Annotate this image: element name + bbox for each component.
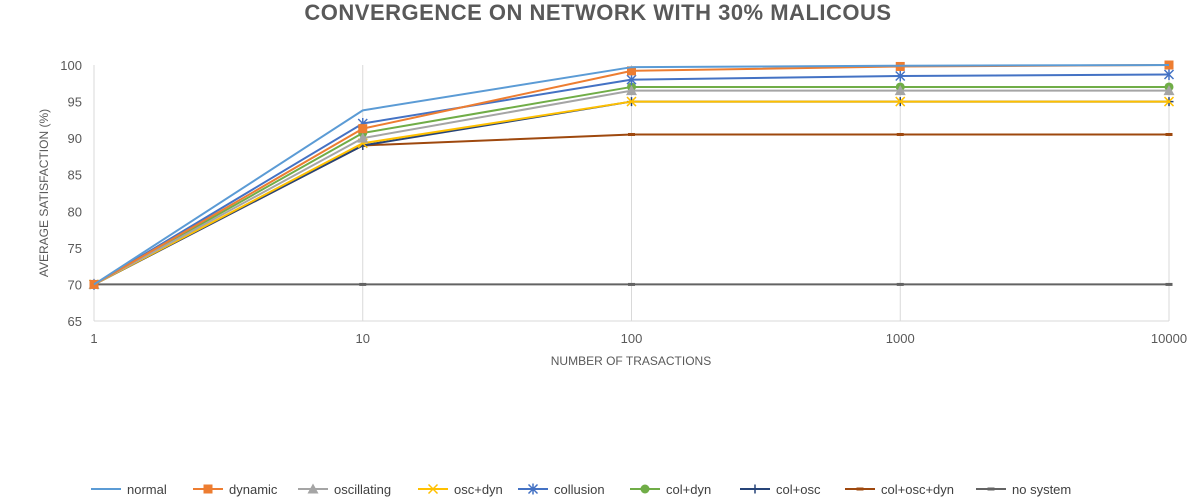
- x-tick-label: 10000: [1151, 331, 1187, 346]
- legend-label: normal: [127, 482, 167, 497]
- x-tick-label: 1000: [886, 331, 915, 346]
- x-tick-label: 1: [90, 331, 97, 346]
- data-point: [895, 96, 906, 107]
- y-tick-label: 100: [60, 58, 82, 73]
- data-point: [626, 96, 637, 107]
- y-axis-title: AVERAGE SATISFACTION (%): [37, 109, 51, 277]
- series-line-normal: [93, 64, 1170, 286]
- data-point: [1165, 132, 1173, 136]
- legend-marker: [203, 484, 213, 494]
- data-point: [359, 282, 367, 286]
- legend-item-col-osc: col+osc: [740, 482, 821, 497]
- legend-label: no system: [1012, 482, 1071, 497]
- y-tick-label: 70: [68, 277, 82, 292]
- legend-item-col-osc-dyn: col+osc+dyn: [845, 482, 954, 497]
- x-axis-title: NUMBER OF TRASACTIONS: [551, 354, 711, 368]
- legend-item-osc-dyn: osc+dyn: [418, 482, 503, 497]
- data-point: [626, 74, 637, 86]
- data-point: [626, 85, 637, 96]
- legend-label: dynamic: [229, 482, 278, 497]
- legend-marker: [427, 483, 439, 495]
- legend-item-dynamic: dynamic: [193, 482, 278, 497]
- legend-item-no-system: no system: [976, 482, 1071, 497]
- data-point: [894, 85, 906, 96]
- data-point: [357, 132, 369, 143]
- y-tick-label: 95: [68, 95, 82, 110]
- data-point: [1163, 85, 1175, 96]
- data-point: [1165, 282, 1173, 286]
- data-point: [895, 70, 906, 82]
- legend-item-oscillating: oscillating: [298, 482, 391, 497]
- legend-marker: [750, 484, 760, 494]
- legend-marker: [307, 483, 319, 494]
- data-point: [627, 66, 636, 76]
- legend-label: col+osc: [776, 482, 821, 497]
- data-point: [358, 124, 368, 134]
- y-tick-label: 65: [68, 314, 82, 329]
- legend-item-col-dyn: col+dyn: [630, 482, 711, 497]
- data-point: [628, 132, 635, 136]
- series-normal: [93, 64, 1170, 286]
- legend-label: col+dyn: [666, 482, 711, 497]
- data-point: [896, 132, 904, 136]
- legend-marker: [527, 483, 539, 495]
- legend-marker: [856, 487, 864, 491]
- data-point: [1163, 96, 1175, 107]
- legend-item-collusion: collusion: [518, 482, 605, 497]
- data-point: [896, 282, 904, 286]
- legend-label: col+osc+dyn: [881, 482, 954, 497]
- data-point: [1163, 69, 1175, 81]
- legend-marker: [640, 484, 650, 494]
- legend: normal dynamic oscillating osc+dyn collusion…: [91, 482, 1071, 497]
- axes: 65 70 75 80 85 90 95 100 1 10 100 1000 10000: [60, 58, 1187, 346]
- x-tick-label: 100: [621, 331, 643, 346]
- legend-item-normal: normal: [91, 482, 167, 497]
- y-tick-label: 75: [68, 241, 82, 256]
- legend-marker: [987, 487, 995, 491]
- series-lines: [88, 60, 1175, 290]
- chart-title: CONVERGENCE ON NETWORK WITH 30% MALICOUS: [304, 0, 892, 25]
- data-point: [628, 282, 635, 286]
- legend-label: oscillating: [334, 482, 391, 497]
- legend-label: collusion: [554, 482, 605, 497]
- legend-label: osc+dyn: [454, 482, 503, 497]
- y-tick-label: 85: [68, 168, 82, 183]
- y-tick-label: 80: [68, 204, 82, 219]
- y-tick-label: 90: [68, 131, 82, 146]
- x-tick-label: 10: [356, 331, 370, 346]
- series-no-system: [90, 282, 1173, 286]
- gridlines: [362, 65, 1170, 321]
